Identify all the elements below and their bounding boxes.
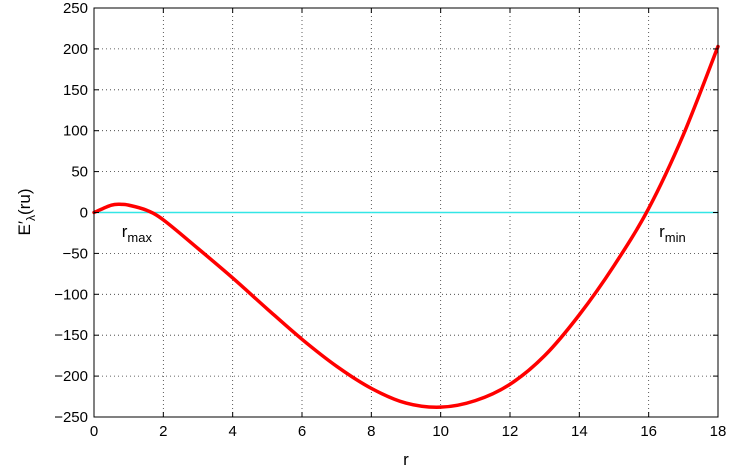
x-axis-label: r — [403, 450, 409, 469]
y-tick-label: −150 — [54, 327, 88, 344]
x-tick-label: 14 — [571, 423, 588, 440]
series-layer — [92, 44, 720, 410]
y-tick-label: 250 — [63, 0, 88, 17]
y-axis-label-main: E′ — [15, 221, 34, 236]
grid — [94, 8, 718, 417]
annotation-layer: rmax rmin — [122, 222, 686, 245]
x-tick-label: 6 — [298, 423, 306, 440]
y-tick-label: 200 — [63, 41, 88, 58]
y-axis-label-rest: (ru) — [15, 189, 34, 215]
x-tick-label: 8 — [367, 423, 375, 440]
x-tick-label: 10 — [432, 423, 449, 440]
y-tick-label: −250 — [54, 409, 88, 426]
annotation-main: r — [122, 222, 128, 241]
annotation-min: rmin — [659, 222, 686, 245]
tick-layer: 0 2 4 6 8 10 12 14 16 18 250 200 150 100 50 0 −50 −100 −15… — [54, 0, 726, 440]
x-tick-label: 12 — [502, 423, 519, 440]
y-tick-label: −100 — [54, 286, 88, 303]
y-axis-label-sub: λ — [24, 215, 38, 221]
x-tick-label: 18 — [710, 423, 727, 440]
annotation-sub: min — [665, 230, 686, 245]
x-tick-label: 2 — [159, 423, 167, 440]
y-tick-label: −200 — [54, 368, 88, 385]
y-axis-label: E′λ(ru) — [15, 189, 38, 236]
y-tick-label: 0 — [80, 205, 88, 222]
series-line-energy — [92, 44, 720, 410]
y-tick-label: 100 — [63, 123, 88, 140]
x-tick-label: 4 — [228, 423, 236, 440]
annotation-sub: max — [127, 230, 152, 245]
x-tick-label: 0 — [90, 423, 98, 440]
annotation-main: r — [659, 222, 665, 241]
annotation-max: rmax — [122, 222, 153, 245]
y-tick-label: 150 — [63, 82, 88, 99]
y-tick-label: −50 — [63, 245, 88, 262]
x-tick-label: 16 — [640, 423, 657, 440]
y-tick-label: 50 — [71, 164, 88, 181]
